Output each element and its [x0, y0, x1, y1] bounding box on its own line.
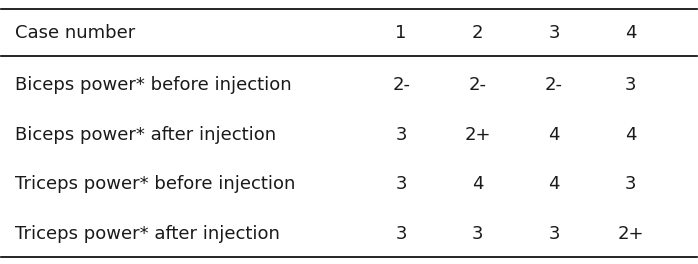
Text: 3: 3: [625, 175, 637, 193]
Text: Triceps power* after injection: Triceps power* after injection: [15, 225, 280, 243]
Text: Case number: Case number: [15, 24, 135, 42]
Text: 3: 3: [395, 225, 407, 243]
Text: 4: 4: [625, 126, 637, 144]
Text: Biceps power* after injection: Biceps power* after injection: [15, 126, 276, 144]
Text: 1: 1: [396, 24, 407, 42]
Text: 3: 3: [549, 225, 560, 243]
Text: 2-: 2-: [468, 76, 487, 94]
Text: Biceps power* before injection: Biceps power* before injection: [15, 76, 292, 94]
Text: 2+: 2+: [464, 126, 491, 144]
Text: 4: 4: [625, 24, 637, 42]
Text: 3: 3: [472, 225, 484, 243]
Text: 3: 3: [625, 76, 637, 94]
Text: 2-: 2-: [392, 76, 410, 94]
Text: 3: 3: [395, 126, 407, 144]
Text: 4: 4: [472, 175, 484, 193]
Text: 2-: 2-: [545, 76, 563, 94]
Text: 4: 4: [549, 175, 560, 193]
Text: 3: 3: [549, 24, 560, 42]
Text: 2+: 2+: [617, 225, 644, 243]
Text: Triceps power* before injection: Triceps power* before injection: [15, 175, 296, 193]
Text: 4: 4: [549, 126, 560, 144]
Text: 2: 2: [472, 24, 484, 42]
Text: 3: 3: [395, 175, 407, 193]
